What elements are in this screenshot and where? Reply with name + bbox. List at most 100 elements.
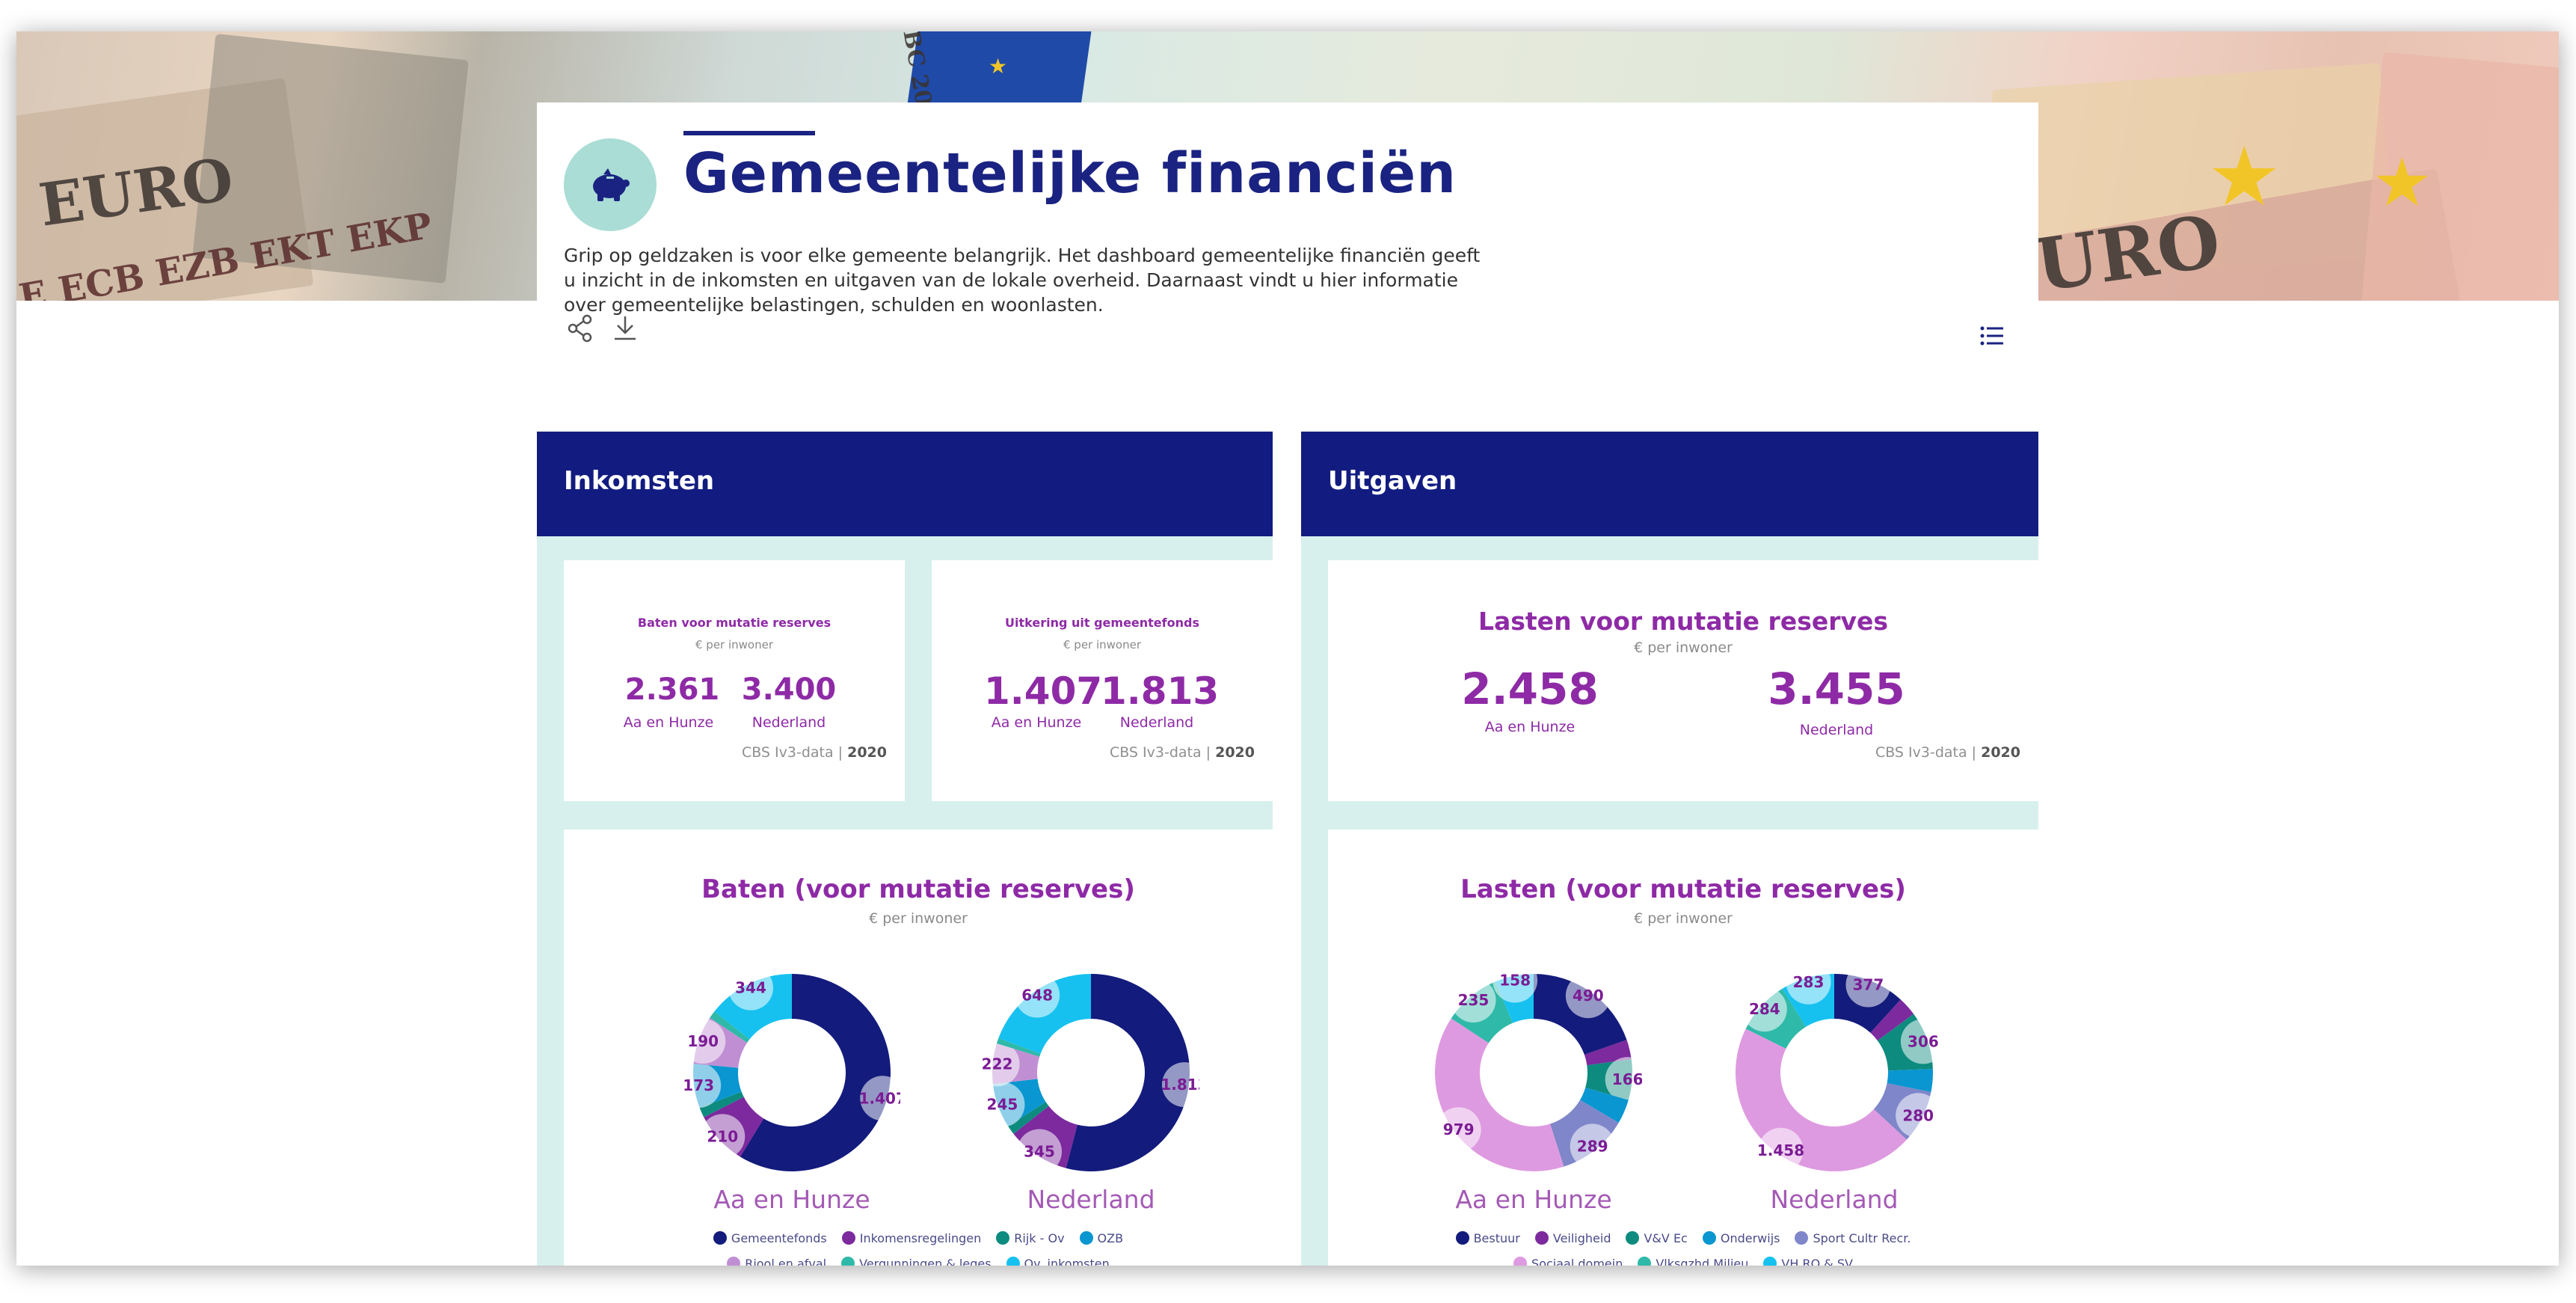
- legend-dot-icon: [1763, 1257, 1777, 1266]
- legend-dot-icon: [713, 1231, 727, 1245]
- slice-label: 173: [683, 1076, 714, 1094]
- kpi-label: Nederland: [733, 714, 845, 731]
- slice-label: 222: [983, 1055, 1012, 1073]
- chart-title: Lasten (voor mutatie reserves): [1328, 874, 2038, 904]
- donut-card-baten: Baten (voor mutatie reserves) € per inwo…: [564, 830, 1273, 1266]
- dashboard-main: Gemeentelijke financiën Grip op geldzake…: [537, 102, 2038, 1266]
- legend-label: OZB: [1098, 1231, 1124, 1245]
- legend-dot-icon: [1535, 1231, 1549, 1245]
- legend-label: Inkomensregelingen: [860, 1231, 982, 1245]
- legend-item[interactable]: Bestuur: [1456, 1226, 1520, 1251]
- legend-item[interactable]: VH RO & SV: [1763, 1251, 1853, 1266]
- legend-dot-icon: [1795, 1231, 1808, 1245]
- kpi-source: CBS Iv3-data | 2020: [742, 744, 887, 761]
- uitgaven-panel: Lasten voor mutatie reserves € per inwon…: [1301, 536, 2038, 1266]
- kpi-value-aa-en-hunze: 2.361: [616, 672, 728, 707]
- legend-dot-icon: [727, 1257, 740, 1266]
- legend-label: Sport Cultr Recr.: [1813, 1231, 1911, 1245]
- list-icon[interactable]: [1976, 319, 2008, 352]
- kpi-label: Aa en Hunze: [977, 714, 1096, 731]
- legend-label: Ov. inkomsten: [1024, 1257, 1110, 1266]
- legend-dot-icon: [1006, 1257, 1020, 1266]
- toolbar: [537, 312, 2038, 372]
- kpi-label: Aa en Hunze: [1440, 719, 1620, 735]
- slice-label: 979: [1443, 1120, 1475, 1138]
- slice-label: 210: [707, 1127, 738, 1145]
- legend-item[interactable]: Vergunningen & leges: [841, 1251, 991, 1266]
- kpi-subtitle: € per inwoner: [564, 638, 905, 652]
- slice-label: 166: [1612, 1070, 1642, 1088]
- slice-label: 158: [1499, 971, 1531, 989]
- star-icon: ★: [989, 54, 1007, 79]
- title-accent-bar: [683, 131, 815, 135]
- slice-label: 284: [1749, 1000, 1780, 1018]
- star-icon: ★: [2372, 144, 2432, 222]
- slice-label: 490: [1573, 987, 1604, 1005]
- legend-item[interactable]: Onderwijs: [1703, 1226, 1780, 1251]
- chart-title: Baten (voor mutatie reserves): [564, 874, 1273, 904]
- legend-item[interactable]: Ov. inkomsten: [1006, 1251, 1110, 1266]
- legend-item[interactable]: V&V Ec: [1626, 1226, 1687, 1251]
- legend-item[interactable]: Gemeentefonds: [713, 1226, 827, 1251]
- section-title: Inkomsten: [564, 466, 714, 496]
- donut-chart-aa-en-hunze: 1.407210173190344: [683, 964, 900, 1181]
- legend-dot-icon: [996, 1231, 1009, 1245]
- legend-item[interactable]: Sport Cultr Recr.: [1795, 1226, 1911, 1251]
- legend-label: Veiligheid: [1553, 1231, 1611, 1245]
- slice-label: 1.813: [1161, 1076, 1199, 1094]
- section-header-uitgaven: Uitgaven: [1301, 432, 2038, 536]
- legend-item[interactable]: Rijk - Ov: [996, 1226, 1064, 1251]
- donut-chart-aa-en-hunze: 490166289979235158: [1425, 964, 1642, 1181]
- legend-dot-icon: [1080, 1231, 1093, 1245]
- legend-label: Sociaal domein: [1531, 1257, 1623, 1266]
- legend-label: VH RO & SV: [1781, 1257, 1853, 1266]
- legend-label: Vlksgzhd Milieu: [1656, 1257, 1748, 1266]
- legend-dot-icon: [1456, 1231, 1469, 1245]
- legend-label: Riool en afval: [745, 1257, 826, 1266]
- slice-label: 345: [1024, 1142, 1055, 1160]
- kpi-value-nederland: 3.400: [733, 672, 845, 707]
- slice-label: 280: [1902, 1106, 1934, 1124]
- section-header-inkomsten: Inkomsten: [537, 432, 1273, 536]
- kpi-value-nederland: 1.813: [1101, 669, 1213, 713]
- legend-dot-icon: [1638, 1257, 1651, 1266]
- legend-label: Vergunningen & leges: [859, 1257, 991, 1266]
- slice-label: 648: [1021, 987, 1053, 1005]
- legend-dot-icon: [841, 1257, 855, 1266]
- kpi-label: Aa en Hunze: [609, 714, 728, 731]
- kpi-title: Uitkering uit gemeentefonds: [932, 616, 1273, 630]
- slice-label: 190: [687, 1032, 719, 1050]
- slice-label: 377: [1853, 975, 1884, 993]
- legend-item[interactable]: Inkomensregelingen: [842, 1226, 982, 1251]
- legend-item[interactable]: Veiligheid: [1535, 1226, 1611, 1251]
- legend-dot-icon: [1626, 1231, 1639, 1245]
- slice-label: 245: [987, 1096, 1018, 1114]
- legend-item[interactable]: Vlksgzhd Milieu: [1638, 1251, 1748, 1266]
- legend-item[interactable]: OZB: [1080, 1226, 1124, 1251]
- legend-item[interactable]: Riool en afval: [727, 1251, 826, 1266]
- share-icon[interactable]: [564, 312, 597, 345]
- legend-dot-icon: [842, 1231, 855, 1245]
- donut-chart-nederland: 1.813 345 245 222 648: [983, 964, 1199, 1181]
- section-title: Uitgaven: [1328, 466, 1457, 496]
- legend-item[interactable]: Sociaal domein: [1513, 1251, 1623, 1266]
- legend-label: V&V Ec: [1644, 1231, 1687, 1245]
- chart-subtitle: € per inwoner: [564, 910, 1273, 927]
- slice-label: 289: [1577, 1137, 1608, 1155]
- chart-subtitle: € per inwoner: [1328, 910, 2038, 927]
- kpi-value-aa-en-hunze: 1.407: [984, 669, 1096, 713]
- kpi-source: CBS Iv3-data | 2020: [1875, 744, 2020, 761]
- chart-series-label: Aa en Hunze: [1421, 1185, 1646, 1214]
- chart-series-label: Nederland: [979, 1185, 1203, 1214]
- legend-label: Gemeentefonds: [731, 1231, 827, 1245]
- legend-label: Onderwijs: [1721, 1231, 1780, 1245]
- piggy-bank-icon: [564, 138, 657, 231]
- kpi-card-baten: Baten voor mutatie reserves € per inwone…: [564, 560, 905, 801]
- page-frame: EURO E ECB EZB EKT EKP URO EBC 20 ★ ★ ★ …: [16, 31, 2559, 1266]
- legend-label: Rijk - Ov: [1014, 1231, 1064, 1245]
- chart-legend: Bestuur Veiligheid V&V Ec Onderwijs Sport Cu…: [1328, 1226, 2038, 1266]
- page-title: Gemeentelijke financiën: [683, 141, 1457, 206]
- kpi-card-lasten: Lasten voor mutatie reserves € per inwon…: [1328, 560, 2038, 801]
- kpi-title: Lasten voor mutatie reserves: [1328, 607, 2038, 636]
- download-icon[interactable]: [609, 312, 642, 345]
